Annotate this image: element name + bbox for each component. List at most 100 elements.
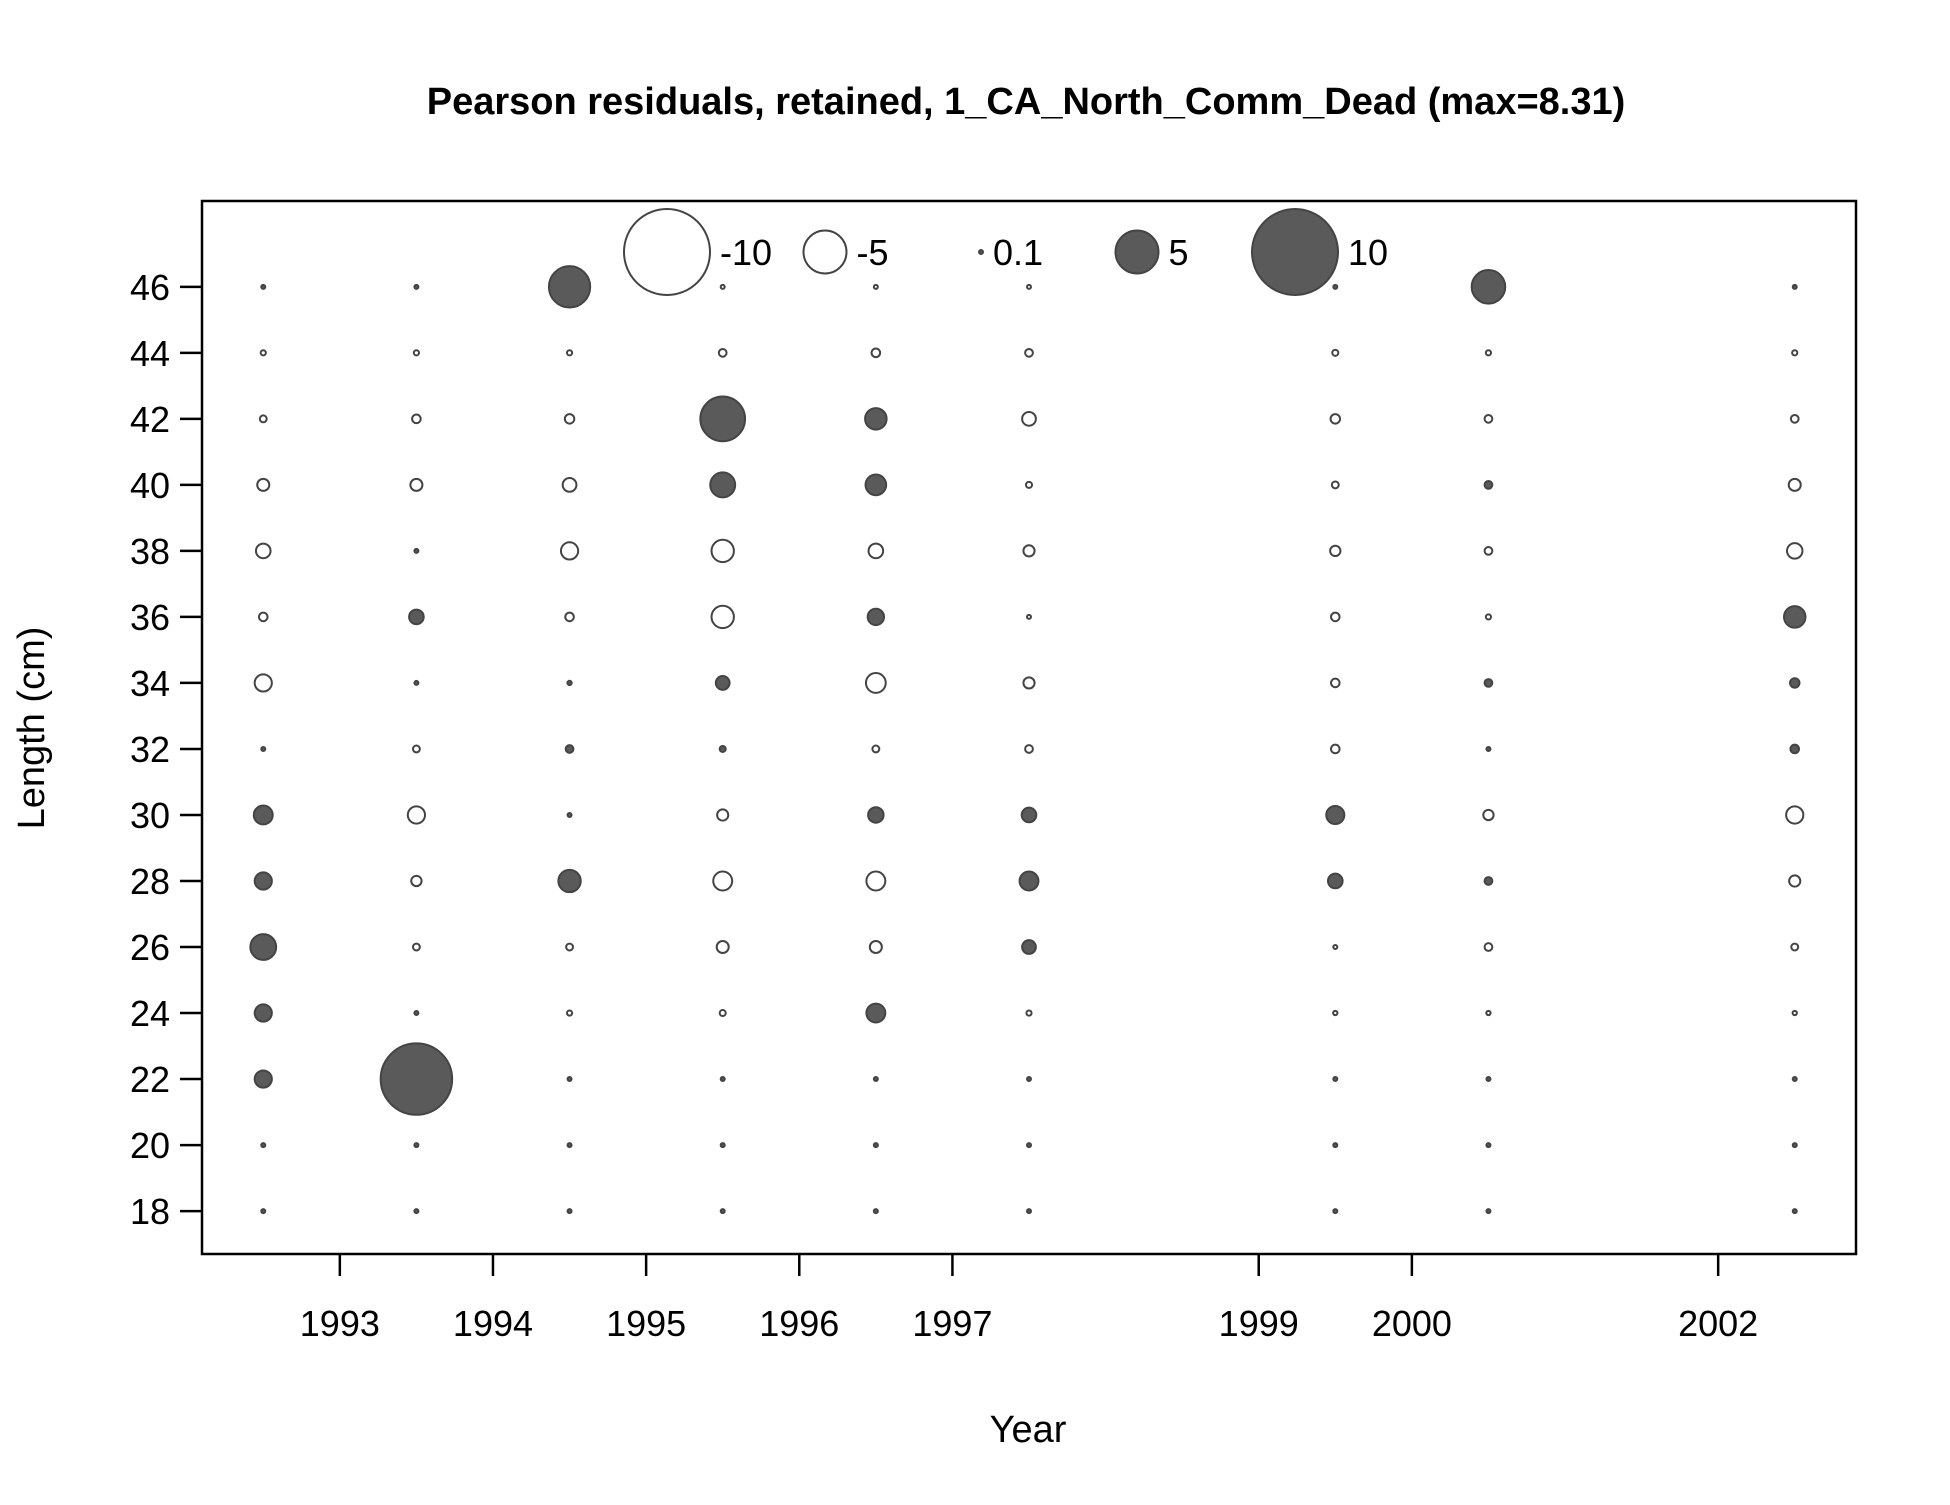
bubble-positive	[719, 1142, 726, 1149]
y-axis-title: Length (cm)	[11, 627, 53, 830]
bubble-positive	[1782, 605, 1807, 629]
bubble-negative	[1482, 808, 1495, 822]
bubble-positive	[1026, 1208, 1032, 1215]
bubble-negative	[1329, 413, 1342, 425]
bubble-negative	[1484, 613, 1493, 621]
y-tick-label: 46	[130, 267, 170, 308]
y-tick-label: 32	[130, 729, 170, 770]
bubble-negative	[1329, 544, 1342, 558]
x-tick-label: 1996	[759, 1303, 839, 1344]
bubble-negative	[1024, 347, 1034, 358]
bubble-positive	[865, 1002, 887, 1024]
plot-frame	[200, 199, 1858, 1256]
bubble-positive	[1020, 806, 1038, 824]
bubble-positive	[1485, 1208, 1492, 1215]
y-tick-label: 26	[130, 927, 170, 968]
bubble-positive	[566, 811, 573, 818]
bubble-positive	[1485, 1076, 1492, 1083]
bubble-negative	[411, 942, 421, 952]
legend-symbol	[1251, 208, 1339, 296]
bubble-negative	[715, 939, 730, 955]
bubble-positive	[1791, 1142, 1798, 1149]
bubble-negative	[1791, 1009, 1798, 1017]
bubble-positive	[1026, 1142, 1032, 1149]
legend: -10 -5 0.1 5 10	[623, 208, 1388, 296]
bubble-positive	[413, 547, 420, 554]
bubble-positive	[1332, 1208, 1339, 1215]
legend-label: 5	[1169, 232, 1189, 273]
bubble-negative	[864, 672, 887, 694]
bubble-positive	[413, 1142, 420, 1149]
bubble-positive	[253, 871, 273, 891]
bubble-negative	[1484, 349, 1493, 357]
bubble-positive	[872, 1208, 879, 1215]
bubble-positive	[253, 1069, 273, 1089]
bubble-negative	[565, 1009, 574, 1017]
bubble-negative	[1789, 413, 1800, 424]
bubble-negative	[259, 349, 267, 357]
bubble-negative	[564, 611, 575, 623]
y-tick-label: 40	[130, 465, 170, 506]
bubble-positive	[719, 1208, 726, 1215]
bubble-negative	[1022, 544, 1036, 558]
bubble-negative	[412, 349, 420, 357]
bubble-positive	[1470, 269, 1507, 305]
x-tick-label: 1997	[912, 1303, 992, 1344]
bubble-positive	[566, 679, 573, 687]
bubble-positive	[1021, 939, 1037, 955]
bubble-positive	[864, 407, 888, 431]
legend-symbol	[1114, 229, 1160, 275]
y-tick-label: 34	[130, 663, 170, 704]
bubble-positive	[699, 395, 747, 443]
bubble-negative	[1485, 1009, 1492, 1017]
bubble-positive	[1789, 743, 1801, 755]
bubble-positive	[866, 607, 886, 627]
bubble-positive	[1332, 1076, 1339, 1083]
bubble-negative	[710, 604, 735, 630]
bubble-positive	[566, 1142, 573, 1149]
bubble-negative	[565, 349, 574, 357]
bubble-positive	[249, 933, 278, 961]
bubble-negative	[870, 347, 882, 359]
bubble-positive	[566, 1208, 573, 1215]
bubble-positive	[413, 283, 420, 290]
bubble-negative	[254, 542, 272, 560]
bubble-negative	[253, 673, 273, 693]
y-tick-label: 28	[130, 861, 170, 902]
bubble-negative	[1024, 744, 1034, 754]
bubble-negative	[406, 805, 427, 825]
bubble-negative	[1329, 611, 1341, 623]
bubble-positive	[557, 868, 582, 894]
bubble-negative	[559, 541, 580, 561]
bubble-negative	[1025, 1009, 1033, 1017]
x-axis: 1993 1994 1995 1996 1997 1999 2000 2002	[300, 1254, 1758, 1344]
x-tick-label: 1994	[453, 1303, 533, 1344]
bubble-negative	[871, 744, 881, 754]
bubble-negative	[411, 413, 422, 425]
bubble-negative	[872, 283, 879, 290]
bubble-negative	[1483, 413, 1494, 424]
bubble-positive	[1332, 283, 1339, 290]
bubble-negative	[1026, 283, 1032, 290]
bubble-positive	[719, 1076, 726, 1083]
bubble-positive	[1483, 480, 1494, 490]
bubble-positive	[1026, 1076, 1032, 1083]
x-tick-label: 1995	[606, 1303, 686, 1344]
legend-label: 10	[1348, 232, 1388, 273]
chart-title: Pearson residuals, retained, 1_CA_North_…	[427, 81, 1626, 123]
bubble-positive	[872, 1076, 879, 1083]
bubble-negative	[563, 413, 576, 425]
bubble-negative	[1791, 349, 1799, 357]
bubble-positive	[1483, 678, 1494, 688]
bubble-positive	[709, 471, 737, 499]
y-axis: 18 20 22 24 26 28 30 32 34 36 38 40 42 44 46	[130, 267, 202, 1232]
bubble-negative	[1332, 944, 1339, 951]
bubble-positive	[413, 679, 420, 686]
bubble-negative	[716, 808, 730, 822]
bubble-negative	[868, 939, 883, 955]
bubble-negative	[1021, 410, 1037, 427]
bubble-negative	[1483, 942, 1494, 952]
bubble-negative	[256, 477, 271, 492]
x-tick-label: 2002	[1678, 1303, 1758, 1344]
